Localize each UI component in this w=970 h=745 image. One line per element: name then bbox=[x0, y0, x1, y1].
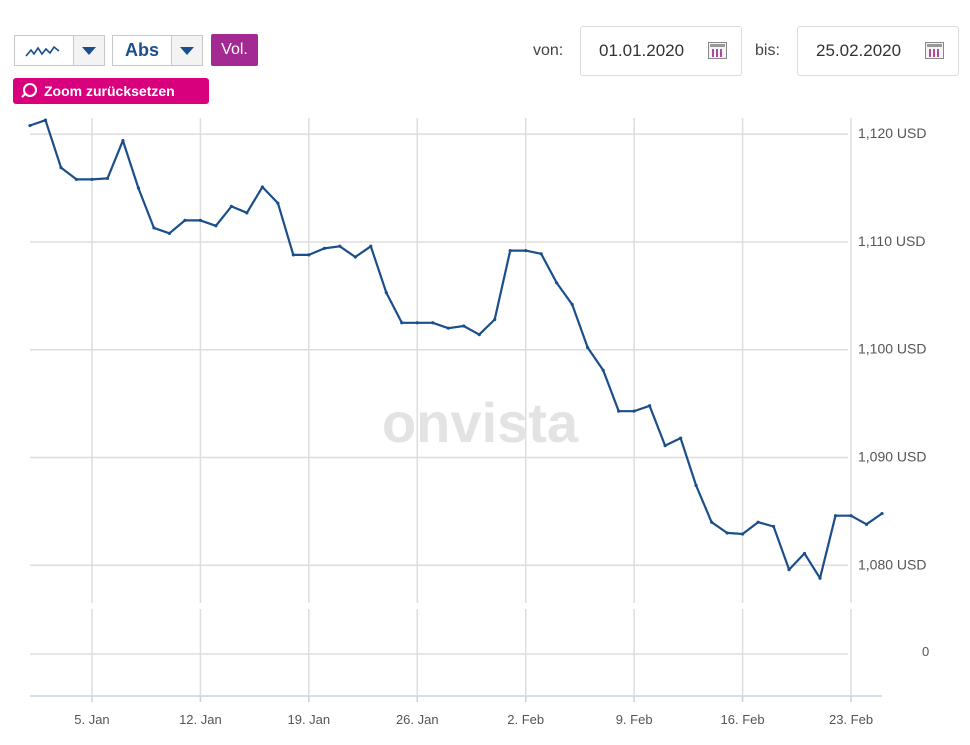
x-tick-label: 23. Feb bbox=[829, 712, 873, 727]
price-series bbox=[28, 118, 884, 580]
y-tick-label: 1,110 USD bbox=[858, 233, 925, 249]
data-point bbox=[276, 201, 280, 205]
data-point bbox=[663, 444, 667, 448]
data-point bbox=[121, 139, 125, 143]
data-point bbox=[555, 281, 559, 285]
data-point bbox=[90, 177, 94, 182]
volume-toggle-button[interactable]: Vol. bbox=[211, 34, 258, 66]
data-point bbox=[415, 321, 419, 325]
data-point bbox=[725, 531, 729, 535]
data-point bbox=[59, 165, 63, 170]
calendar-icon[interactable] bbox=[925, 42, 944, 59]
data-point bbox=[353, 255, 357, 259]
to-date-value: 25.02.2020 bbox=[816, 41, 902, 60]
data-point bbox=[462, 324, 466, 328]
data-point bbox=[183, 218, 187, 222]
data-point bbox=[493, 317, 497, 322]
data-point bbox=[617, 409, 621, 413]
from-date-value: 01.01.2020 bbox=[599, 41, 685, 60]
data-point bbox=[400, 321, 404, 325]
data-point bbox=[524, 248, 528, 253]
data-point bbox=[43, 118, 48, 122]
chevron-down-icon bbox=[82, 46, 96, 55]
x-tick-label: 5. Jan bbox=[74, 712, 109, 727]
data-point bbox=[710, 520, 714, 524]
data-point bbox=[648, 404, 652, 408]
line-chart-icon bbox=[25, 45, 60, 57]
data-point bbox=[802, 551, 807, 556]
data-point bbox=[632, 409, 636, 413]
data-point bbox=[539, 252, 543, 256]
data-point bbox=[586, 345, 590, 350]
data-point bbox=[849, 514, 853, 518]
data-point bbox=[431, 321, 435, 325]
x-tick-label: 9. Feb bbox=[616, 712, 653, 727]
x-tick-label: 19. Jan bbox=[288, 712, 331, 727]
data-point bbox=[787, 567, 791, 572]
scale-dropdown[interactable] bbox=[171, 35, 203, 66]
chart-type-button[interactable] bbox=[14, 35, 74, 66]
data-point bbox=[369, 244, 373, 248]
zoom-reset-label: Zoom zurücksetzen bbox=[44, 83, 175, 99]
chart-type-dropdown[interactable] bbox=[73, 35, 105, 66]
data-point bbox=[291, 253, 295, 257]
chart-grid bbox=[30, 118, 882, 697]
to-date-field[interactable]: 25.02.2020 bbox=[797, 26, 959, 76]
data-point bbox=[679, 436, 683, 440]
data-point bbox=[740, 532, 745, 536]
data-point bbox=[74, 177, 79, 182]
data-point bbox=[756, 520, 760, 524]
series-line bbox=[29, 119, 883, 580]
calendar-icon[interactable] bbox=[708, 42, 727, 59]
data-point bbox=[322, 246, 326, 251]
data-point bbox=[152, 226, 156, 230]
y-axis: 1,080 USD 1,090 USD 1,100 USD 1,110 USD 1,12… bbox=[858, 125, 926, 572]
data-point bbox=[198, 218, 202, 222]
data-point bbox=[136, 186, 141, 190]
data-point bbox=[477, 333, 481, 337]
data-point bbox=[771, 524, 776, 529]
data-point bbox=[229, 204, 233, 208]
data-point bbox=[105, 176, 110, 180]
x-tick-label: 26. Jan bbox=[396, 712, 439, 727]
watermark: onvista bbox=[382, 391, 579, 454]
scale-select[interactable]: Abs bbox=[112, 35, 172, 66]
data-point bbox=[167, 231, 172, 235]
from-date-field[interactable]: 01.01.2020 bbox=[580, 26, 742, 76]
data-point bbox=[214, 224, 218, 228]
to-label: bis: bbox=[755, 42, 780, 59]
x-axis: 5. Jan 12. Jan 19. Jan 26. Jan 2. Feb 9. Feb 1… bbox=[74, 696, 873, 727]
data-point bbox=[833, 514, 838, 518]
y-tick-label: 1,100 USD bbox=[858, 341, 926, 357]
data-point bbox=[338, 244, 342, 248]
data-point bbox=[864, 522, 869, 526]
data-point bbox=[694, 483, 698, 488]
magnifier-icon bbox=[23, 83, 37, 97]
zoom-reset-button[interactable]: Zoom zurücksetzen bbox=[13, 78, 209, 104]
data-point bbox=[307, 253, 311, 257]
data-point bbox=[570, 302, 574, 307]
x-tick-label: 16. Feb bbox=[721, 712, 765, 727]
chevron-down-icon bbox=[180, 46, 194, 55]
data-point bbox=[384, 291, 388, 295]
data-point bbox=[260, 185, 264, 189]
data-point bbox=[818, 576, 822, 580]
y-tick-label: 1,120 USD bbox=[858, 125, 926, 141]
data-point bbox=[601, 368, 605, 372]
y-tick-label: 1,090 USD bbox=[858, 449, 926, 465]
data-point bbox=[880, 511, 884, 516]
data-point bbox=[446, 326, 450, 330]
data-point bbox=[508, 248, 512, 253]
data-point bbox=[28, 123, 32, 128]
x-tick-label: 12. Jan bbox=[179, 712, 222, 727]
x-tick-label: 2. Feb bbox=[507, 712, 544, 727]
from-label: von: bbox=[533, 42, 564, 59]
data-point bbox=[245, 211, 249, 215]
volume-axis-label: 0 bbox=[922, 644, 929, 659]
y-tick-label: 1,080 USD bbox=[858, 556, 926, 572]
